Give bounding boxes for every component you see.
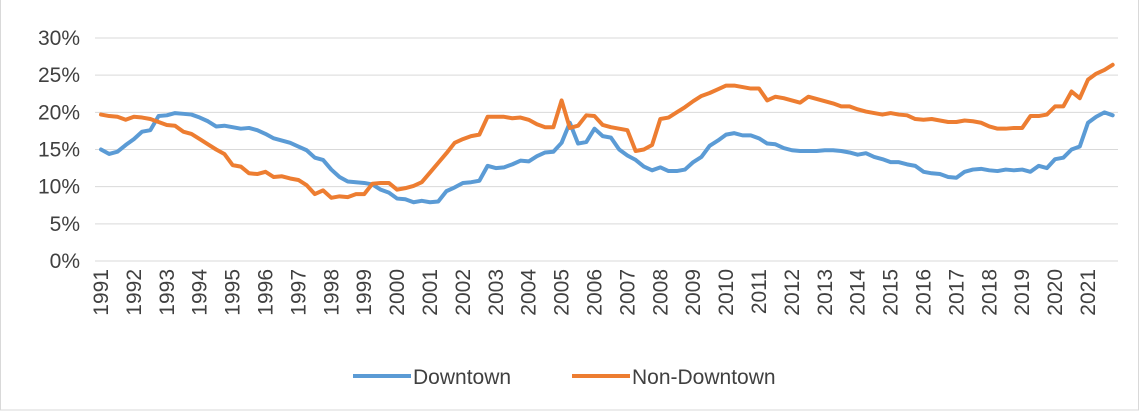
x-tick-label: 1992 xyxy=(123,269,146,316)
y-tick-label: 5% xyxy=(50,213,80,236)
x-tick-label: 2010 xyxy=(715,269,738,316)
x-tick-label: 2015 xyxy=(880,269,903,316)
x-tick-label: 1997 xyxy=(287,269,310,316)
legend-label: Downtown xyxy=(413,366,511,389)
x-tick-label: 2002 xyxy=(452,269,475,316)
x-tick-label: 1998 xyxy=(320,269,343,316)
x-tick-label: 2009 xyxy=(682,269,705,316)
x-tick-label: 2018 xyxy=(978,269,1001,316)
x-tick-label: 2005 xyxy=(551,269,574,316)
y-tick-label: 0% xyxy=(50,250,80,273)
y-tick-label: 30% xyxy=(38,27,80,50)
data-line xyxy=(99,110,1115,205)
x-tick-label: 2020 xyxy=(1044,269,1067,316)
x-tick-label: 2001 xyxy=(419,269,442,316)
x-tick-label: 2008 xyxy=(649,269,672,316)
x-tick-label: 1994 xyxy=(189,269,212,316)
x-tick-label: 2004 xyxy=(518,269,541,316)
x-tick-label: 1991 xyxy=(90,269,113,316)
legend-label: Non-Downtown xyxy=(632,366,776,389)
x-tick-label: 2013 xyxy=(814,269,837,316)
y-tick-label: 15% xyxy=(38,139,80,162)
y-tick-label: 10% xyxy=(38,176,80,199)
x-tick-label: 2000 xyxy=(386,269,409,316)
y-tick-label: 20% xyxy=(38,101,80,124)
y-tick-label: 25% xyxy=(38,64,80,87)
x-tick-label: 2014 xyxy=(847,269,870,316)
x-tick-label: 1996 xyxy=(255,269,278,316)
x-tick-label: 1995 xyxy=(222,269,245,316)
x-tick-label: 2017 xyxy=(945,269,968,316)
x-tick-label: 2006 xyxy=(584,269,607,316)
x-tick-label: 2019 xyxy=(1011,269,1034,316)
x-tick-label: 2016 xyxy=(913,269,936,316)
x-tick-label: 2003 xyxy=(485,269,508,316)
x-tick-label: 2007 xyxy=(616,269,639,316)
x-tick-label: 2021 xyxy=(1077,269,1100,316)
data-line xyxy=(99,62,1115,200)
x-tick-label: 1993 xyxy=(156,269,179,316)
x-tick-label: 2011 xyxy=(748,269,771,314)
x-tick-label: 2012 xyxy=(781,269,804,316)
x-tick-label: 1999 xyxy=(353,269,376,316)
